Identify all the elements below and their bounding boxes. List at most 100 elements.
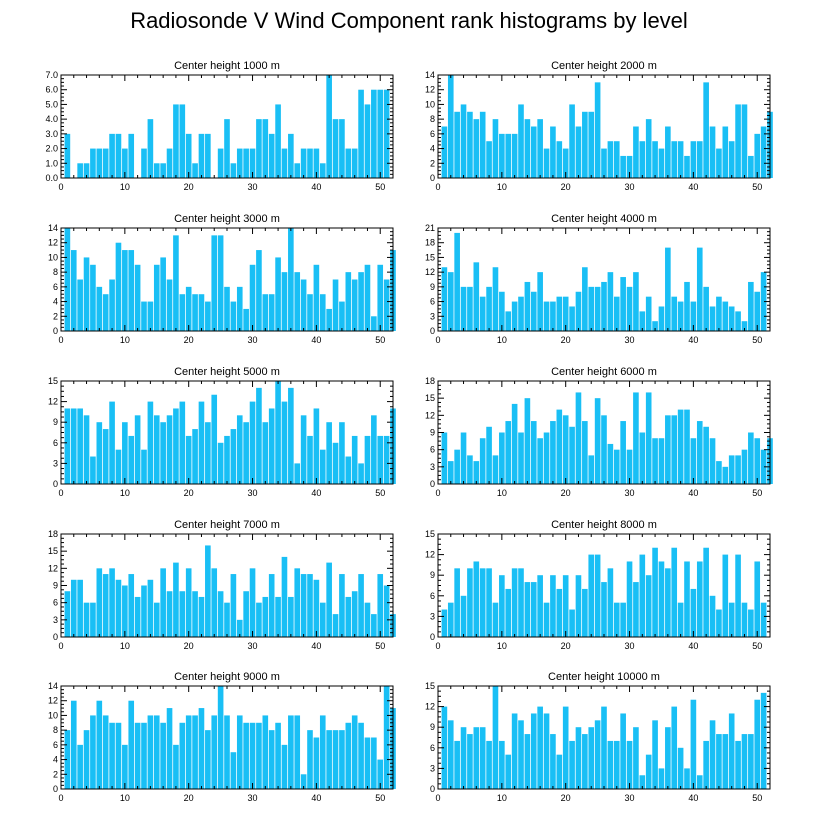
bar <box>575 291 582 331</box>
bar <box>185 715 192 789</box>
bar <box>217 442 224 484</box>
bar <box>300 774 307 789</box>
bar <box>760 449 767 484</box>
bar <box>722 466 729 484</box>
bar <box>524 398 531 484</box>
x-tick-label: 40 <box>311 182 321 192</box>
bar <box>735 455 741 484</box>
bar <box>319 163 326 178</box>
bar <box>364 737 371 789</box>
bar <box>77 744 83 789</box>
bar <box>582 588 588 637</box>
bar <box>607 740 614 789</box>
bar <box>582 421 588 484</box>
panel-title: Center height 6000 m <box>551 366 657 378</box>
bar <box>460 432 467 484</box>
bar <box>166 148 173 178</box>
y-tick-label: 6 <box>53 438 58 448</box>
bar <box>77 408 83 484</box>
bar <box>620 277 626 331</box>
bar <box>77 163 83 178</box>
bar <box>115 242 122 331</box>
bar <box>709 720 716 789</box>
bar <box>479 296 486 331</box>
bar <box>179 104 186 178</box>
bar <box>760 126 767 178</box>
bar <box>550 575 556 637</box>
bar <box>313 579 320 637</box>
bar <box>205 422 211 484</box>
bar <box>147 715 154 789</box>
bar <box>160 722 166 789</box>
bar <box>518 296 524 331</box>
bar <box>479 727 486 789</box>
bar <box>479 438 486 484</box>
x-tick-label: 30 <box>248 182 258 192</box>
bar <box>550 301 556 331</box>
y-tick-label: 21 <box>425 223 435 233</box>
bar <box>728 306 735 331</box>
bar <box>658 768 665 789</box>
bar <box>198 708 205 789</box>
bar <box>243 591 249 637</box>
bar <box>447 602 454 637</box>
bar <box>153 415 160 484</box>
bar <box>326 730 332 789</box>
bar <box>543 602 550 637</box>
bar <box>575 575 582 637</box>
y-tick-label: 0 <box>53 479 58 489</box>
bar <box>620 155 626 178</box>
bar <box>64 228 71 331</box>
panel-title: Center height 2000 m <box>551 60 657 72</box>
bar <box>530 291 537 331</box>
bar <box>703 547 709 637</box>
bar <box>64 408 71 484</box>
bar <box>671 706 678 789</box>
x-tick-label: 30 <box>625 488 635 498</box>
bar <box>300 574 307 637</box>
bar <box>639 141 646 178</box>
bar <box>307 574 313 637</box>
bar <box>626 155 633 178</box>
x-tick-label: 40 <box>311 793 321 803</box>
bar <box>243 148 249 178</box>
y-tick-label: 3 <box>53 615 58 625</box>
bar <box>147 119 154 178</box>
bar <box>716 609 722 637</box>
bar <box>351 715 358 789</box>
bar <box>198 596 205 637</box>
x-tick-label: 30 <box>248 641 258 651</box>
y-tick-label: 12 <box>425 410 435 420</box>
bar <box>211 715 218 789</box>
bar <box>90 264 96 331</box>
bar <box>537 272 543 331</box>
bar <box>613 449 620 484</box>
bar <box>109 279 115 331</box>
panel-4: Center height 4000 m 0 10 20 30 40 50 0 3 6 9 12 15 1… <box>425 213 771 345</box>
bar <box>358 463 364 484</box>
x-tick-label: 10 <box>120 641 130 651</box>
y-tick-label: 14 <box>48 223 58 233</box>
x-tick-label: 0 <box>435 335 440 345</box>
x-tick-label: 20 <box>561 182 571 192</box>
bar <box>645 754 652 789</box>
x-tick-label: 20 <box>561 335 571 345</box>
bar <box>70 408 77 484</box>
bar <box>96 422 103 484</box>
bar <box>102 574 109 637</box>
bar <box>607 272 614 331</box>
bar <box>122 422 128 484</box>
bar <box>371 316 377 331</box>
y-tick-label: 15 <box>48 376 58 386</box>
bar <box>275 257 281 331</box>
y-tick-label: 12 <box>425 550 435 560</box>
x-tick-label: 40 <box>688 793 698 803</box>
bar <box>262 715 269 789</box>
bar <box>90 456 96 484</box>
bar <box>281 401 288 484</box>
bar <box>377 435 384 484</box>
bar <box>313 264 320 331</box>
bar <box>383 686 390 789</box>
bar <box>109 722 115 789</box>
bar <box>671 296 678 331</box>
